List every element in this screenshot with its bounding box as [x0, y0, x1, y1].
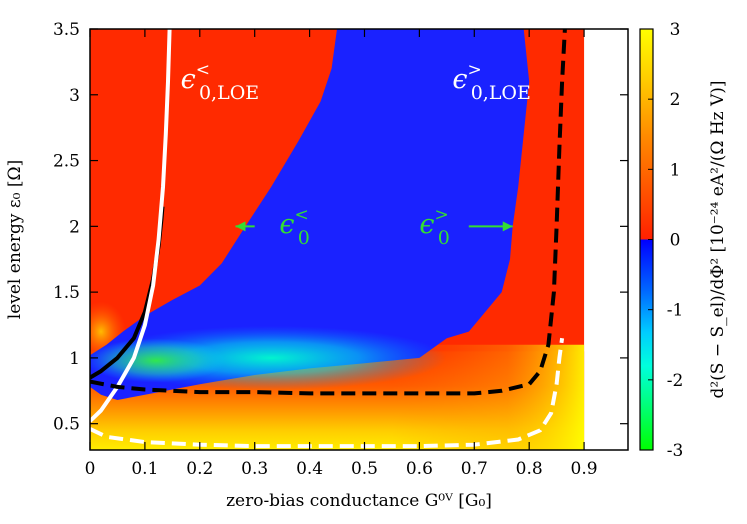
x-tick-label-7: 0.7	[461, 459, 488, 479]
negative-region	[90, 29, 530, 400]
x-axis-title: zero-bias conductance G⁰ⱽ [G₀]	[226, 491, 492, 511]
colorbar-tick-label-3: 0	[670, 231, 681, 251]
arrow-head-1	[235, 221, 246, 232]
y-tick-label-6: 3.5	[53, 20, 80, 40]
annotation-4: ϵ> 0	[419, 205, 449, 249]
colorbar-tick-label-4: 1	[670, 160, 681, 180]
y-tick-label-2: 1.5	[53, 283, 80, 303]
x-tick-label-1: 0.1	[131, 459, 158, 479]
arrow-head-2	[502, 221, 513, 232]
annotation-3: ϵ< 0	[279, 205, 309, 249]
heatmap	[90, 29, 585, 450]
annotations: ϵ< 0,LOE ϵ> 0,LOE ϵ< 0 ϵ> 0	[181, 60, 531, 249]
colorbar-title: d²(S − S_el)/dΦ² [10⁻²⁴ eA²/(Ω Hz V)]	[708, 80, 728, 398]
y-tick-label-3: 2	[69, 217, 80, 237]
plot-frame	[89, 28, 629, 451]
colorbar-tick-label-0: -3	[667, 441, 684, 461]
x-tick-label-5: 0.5	[351, 459, 378, 479]
annotation-1: ϵ< 0,LOE	[181, 60, 260, 104]
x-tick-label-9: 0.9	[571, 459, 598, 479]
y-tick-label-4: 2.5	[53, 152, 80, 172]
annotation-2: ϵ> 0,LOE	[452, 60, 531, 104]
colorbar-tick-label-5: 2	[670, 90, 681, 110]
y-axis-title: level energy ε₀ [Ω]	[5, 160, 25, 319]
x-tick-label-4: 0.4	[296, 459, 323, 479]
x-tick-label-8: 0.8	[516, 459, 543, 479]
y-tick-label-1: 1	[69, 349, 80, 369]
colorbar-tick-label-1: -2	[667, 371, 684, 391]
curve-2	[90, 29, 172, 423]
colorbar-tick-label-2: -1	[667, 301, 684, 321]
curve-3	[90, 29, 567, 396]
x-tick-label-6: 0.6	[406, 459, 433, 479]
colorbar: -3 -2 -1 0 1 2 3	[639, 20, 684, 461]
curve-4	[90, 337, 565, 449]
colorbar-tick-label-6: 3	[670, 20, 681, 40]
x-tick-label-2: 0.2	[186, 459, 213, 479]
x-tick-label-3: 0.3	[241, 459, 268, 479]
x-tick-label-0: 0	[85, 459, 96, 479]
y-tick-label-5: 3	[69, 86, 80, 106]
axes: 0 0.1 0.2 0.3 0.4 0.5 0.6 0.7 0.8 0.9 0.5 1 1.5 2 2.5 3…	[53, 20, 628, 479]
heatmap-green-peak	[90, 338, 226, 383]
y-tick-label-0: 0.5	[53, 415, 80, 435]
curves	[90, 29, 567, 449]
